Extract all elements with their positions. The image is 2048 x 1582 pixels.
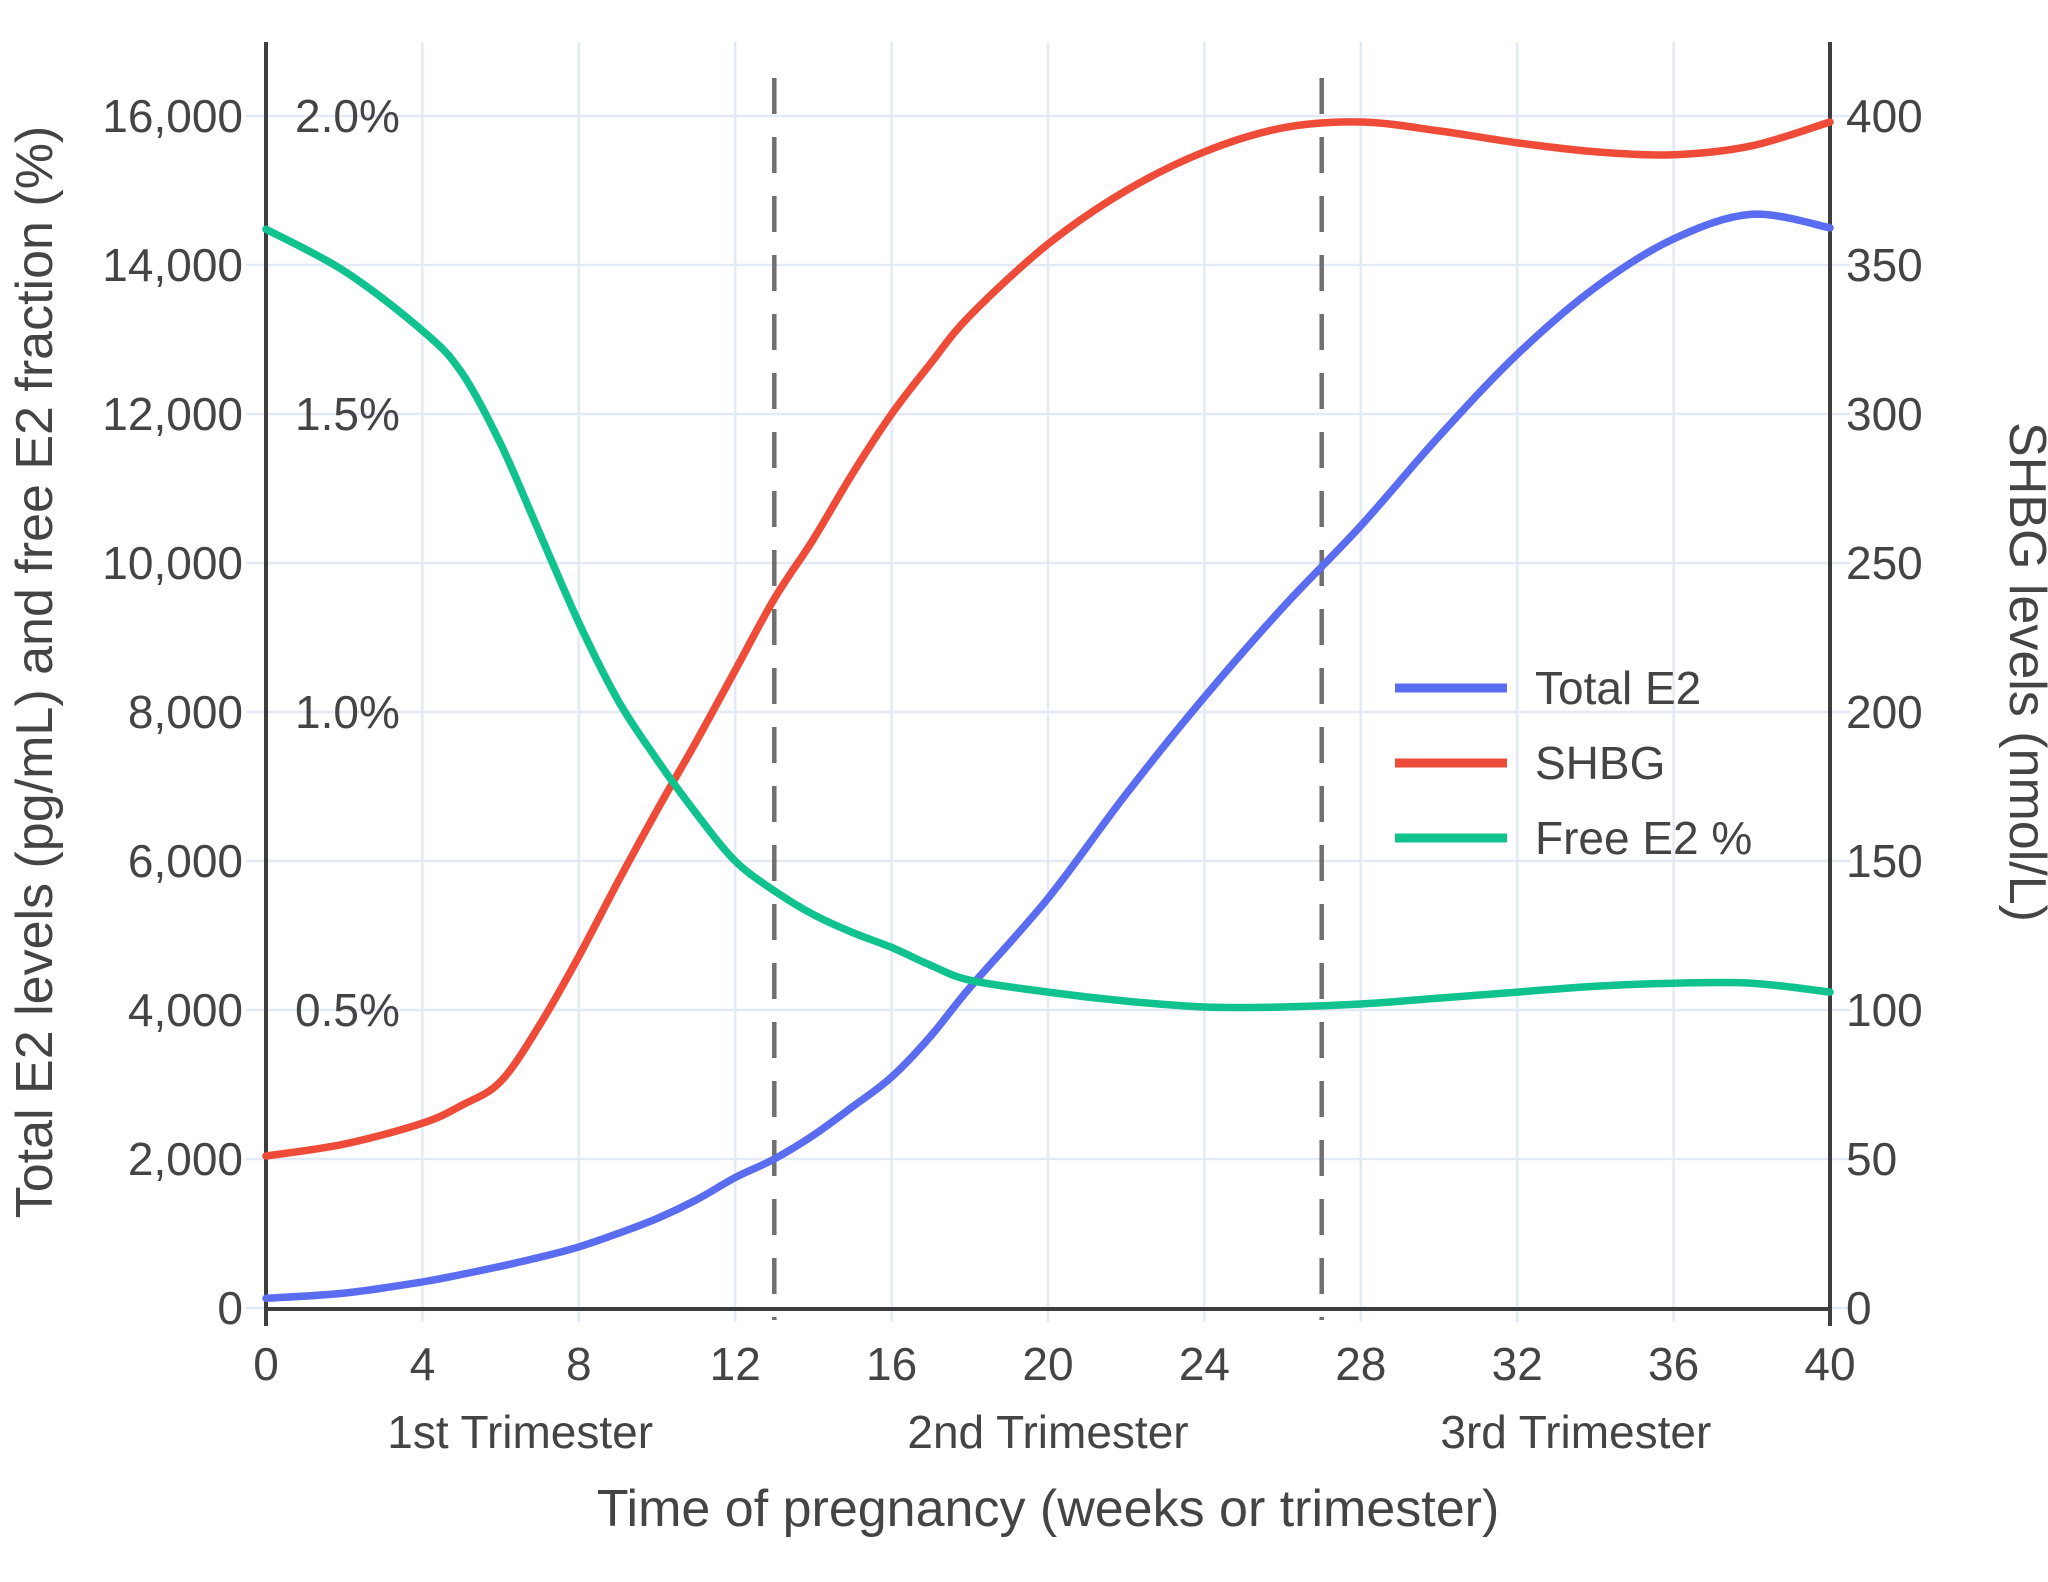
line-shbg	[262, 118, 1834, 1160]
x-tick-label-8: 8	[566, 1338, 592, 1390]
percent-annotation-0-5: 0.5%	[295, 984, 400, 1036]
legend-label-total-e2: Total E2	[1535, 662, 1701, 714]
legend-item-shbg[interactable]: SHBG	[1395, 737, 1665, 789]
tick-labels: 0 2,000 4,000 6,000 8,000 10,000 12,000 14,000 1…	[102, 90, 1922, 1390]
legend: Total E2 SHBG Free E2 %	[1395, 662, 1752, 864]
x-tick-label-12: 12	[710, 1338, 761, 1390]
y-right-tick-label-250: 250	[1846, 537, 1923, 589]
trimester-label-1st-trimester: 1st Trimester	[387, 1406, 653, 1458]
trimester-labels: 1st Trimester 2nd Trimester 3rd Trimester	[387, 1406, 1711, 1458]
x-tick-label-36: 36	[1648, 1338, 1699, 1390]
y-left-tick-label-8000: 8,000	[128, 686, 243, 738]
y-left-tick-label-12000: 12,000	[102, 388, 243, 440]
legend-item-free-e2[interactable]: Free E2 %	[1395, 812, 1752, 864]
axes-spines	[264, 42, 1832, 1326]
y-right-tick-label-100: 100	[1846, 984, 1923, 1036]
y-axis-right-title: SHBG levels (nmol/L)	[1998, 422, 2048, 922]
y-right-tick-label-50: 50	[1846, 1133, 1897, 1185]
x-tick-label-24: 24	[1179, 1338, 1230, 1390]
y-left-tick-label-16000: 16,000	[102, 90, 243, 142]
trimester-label-2nd-trimester: 2nd Trimester	[907, 1406, 1188, 1458]
percent-annotation-2-0: 2.0%	[295, 90, 400, 142]
legend-label-free-e2: Free E2 %	[1535, 812, 1752, 864]
y-right-tick-label-350: 350	[1846, 239, 1923, 291]
legend-label-shbg: SHBG	[1535, 737, 1665, 789]
x-tick-label-28: 28	[1335, 1338, 1386, 1390]
y-left-tick-label-0: 0	[217, 1282, 243, 1334]
y-right-tick-label-0: 0	[1846, 1282, 1872, 1334]
series-lines	[262, 118, 1834, 1303]
x-tick-label-40: 40	[1804, 1338, 1855, 1390]
y-axis-left-title: Total E2 levels (pg/mL) and free E2 frac…	[6, 126, 64, 1218]
y-left-tick-label-10000: 10,000	[102, 537, 243, 589]
x-tick-label-20: 20	[1022, 1338, 1073, 1390]
trimester-divider-lines	[772, 78, 1324, 1320]
x-tick-label-32: 32	[1492, 1338, 1543, 1390]
line-free-e2	[262, 225, 1834, 1012]
percent-annotation-1-0: 1.0%	[295, 686, 400, 738]
percent-annotations: 2.0% 1.5% 1.0% 0.5%	[295, 90, 400, 1036]
gridlines	[246, 42, 1850, 1322]
line-total-e2	[262, 210, 1834, 1303]
y-left-tick-label-4000: 4,000	[128, 984, 243, 1036]
y-left-tick-label-6000: 6,000	[128, 835, 243, 887]
y-right-tick-label-200: 200	[1846, 686, 1923, 738]
x-tick-label-4: 4	[410, 1338, 436, 1390]
y-left-tick-label-2000: 2,000	[128, 1133, 243, 1185]
x-axis-title: Time of pregnancy (weeks or trimester)	[597, 1480, 1500, 1538]
y-right-tick-label-300: 300	[1846, 388, 1923, 440]
percent-annotation-1-5: 1.5%	[295, 388, 400, 440]
x-tick-label-16: 16	[866, 1338, 917, 1390]
trimester-label-3rd-trimester: 3rd Trimester	[1440, 1406, 1711, 1458]
y-right-tick-label-400: 400	[1846, 90, 1923, 142]
legend-item-total-e2[interactable]: Total E2	[1395, 662, 1701, 714]
y-right-tick-label-150: 150	[1846, 835, 1923, 887]
x-tick-label-0: 0	[253, 1338, 279, 1390]
y-left-tick-label-14000: 14,000	[102, 239, 243, 291]
